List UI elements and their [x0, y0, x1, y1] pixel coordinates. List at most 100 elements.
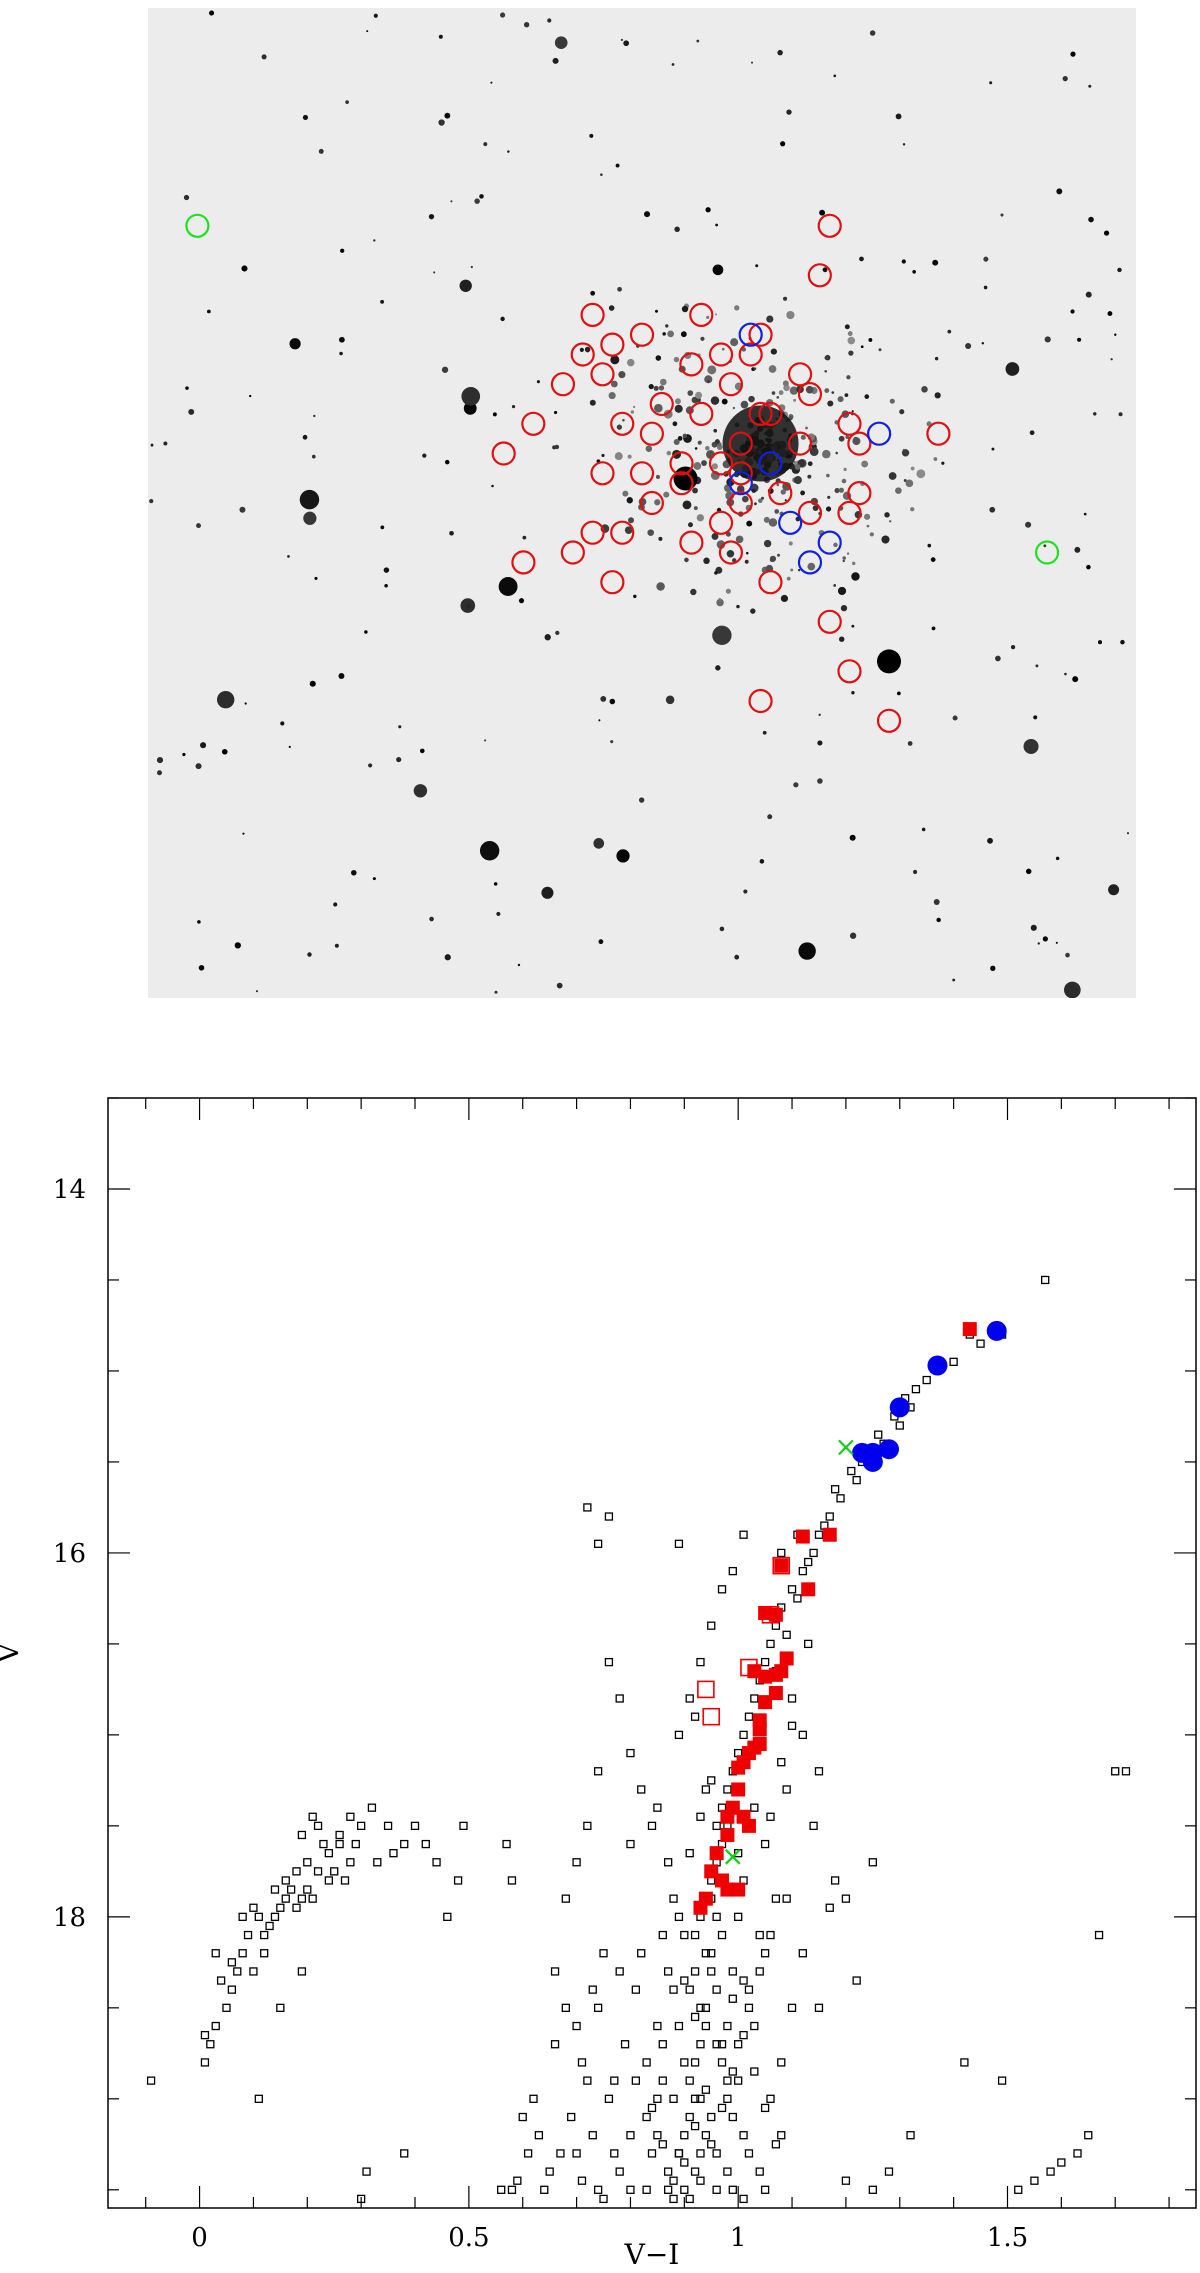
red-circle-marker [847, 481, 872, 506]
red-member-point [962, 1322, 977, 1337]
star [746, 520, 753, 527]
cmd-star-point [233, 1967, 242, 1976]
cluster-star [835, 451, 838, 455]
cmd-star-point [615, 1967, 624, 1976]
red-circle-marker [847, 431, 872, 456]
cmd-star-point [674, 1539, 684, 1548]
cmd-star-point [728, 2185, 737, 2194]
star [983, 256, 989, 262]
cluster-star [847, 331, 853, 337]
red-circle-marker [708, 451, 734, 476]
star [798, 942, 816, 960]
cmd-star-point [216, 1976, 226, 1985]
cmd-star-point [685, 1694, 694, 1703]
star [302, 434, 308, 440]
cmd-star-point [744, 2149, 754, 2158]
star [311, 454, 316, 459]
star [952, 978, 956, 982]
blue-member-point [862, 1451, 883, 1472]
star [584, 346, 591, 353]
star [705, 207, 711, 213]
star [518, 598, 525, 604]
cluster-star [851, 410, 854, 413]
cluster-star [751, 488, 756, 493]
cluster-star [663, 491, 670, 498]
cmd-star-point [669, 1985, 678, 1994]
star [303, 511, 317, 525]
star [859, 256, 864, 262]
cluster-star [693, 462, 702, 470]
cluster-star [921, 385, 928, 393]
star [912, 269, 917, 274]
red-circle-marker [797, 500, 823, 525]
cmd-star-point [997, 2076, 1007, 2085]
star [1097, 640, 1103, 645]
cmd-star-point [572, 2021, 581, 2031]
cmd-star-point [647, 2149, 657, 2158]
cmd-star-point [583, 1503, 592, 1512]
cmd-star-point [750, 1694, 759, 1703]
cmd-star-point [809, 1548, 818, 1558]
star [902, 143, 906, 146]
red-open-point [697, 1680, 715, 1699]
star [1055, 941, 1058, 944]
star [1120, 639, 1125, 645]
star [921, 827, 926, 832]
star [373, 13, 378, 18]
cluster-star [673, 356, 680, 363]
red-circle-marker [738, 342, 763, 367]
cmd-star-point [254, 1912, 263, 1922]
cmd-star-point [825, 1512, 834, 1521]
red-circle-marker [600, 332, 625, 357]
cmd-star-point [400, 1839, 409, 1849]
cmd-star-point [884, 2167, 894, 2176]
cluster-star [846, 375, 851, 380]
cmd-star-point [685, 2194, 694, 2204]
cluster-star [852, 437, 861, 446]
cmd-star-point [674, 1912, 684, 1922]
cmd-star-point [760, 2185, 770, 2194]
star [149, 498, 154, 504]
star [345, 100, 349, 104]
blue-circle-marker [728, 471, 753, 496]
green-cross-point [838, 1439, 854, 1456]
star [338, 672, 345, 679]
star [932, 259, 939, 266]
cmd-star-point [265, 1921, 274, 1931]
cmd-star-point [545, 2167, 554, 2176]
red-circle-marker [550, 372, 576, 397]
red-circle-marker [580, 520, 605, 545]
red-circle-marker [718, 540, 744, 565]
star [1064, 672, 1067, 676]
cmd-star-point [572, 1858, 581, 1867]
star [617, 286, 622, 292]
cmd-star-point [804, 1557, 813, 1567]
cmd-star-point [572, 2149, 581, 2158]
cmd-star-point [696, 2094, 705, 2103]
red-member-point [768, 1686, 783, 1701]
sky-image [148, 8, 1136, 999]
star [598, 939, 604, 945]
cmd-star-point [766, 1812, 775, 1821]
cmd-star-point [685, 1985, 694, 1994]
star [313, 414, 316, 418]
cmd-star-point [297, 1894, 307, 1903]
cmd-star-point [717, 2040, 727, 2049]
star [1107, 311, 1113, 317]
cmd-star-point [550, 2040, 560, 2049]
star [638, 797, 645, 803]
red-circle-marker [787, 362, 813, 387]
cmd-star-point [513, 2176, 522, 2185]
cmd-star-point [642, 2058, 651, 2067]
cmd-star-point [701, 2085, 711, 2094]
star [239, 506, 246, 513]
red-member-point [758, 1669, 773, 1684]
cluster-star [675, 398, 681, 405]
cmd-star-point [734, 1849, 743, 1858]
star [380, 299, 385, 304]
cmd-star-point [739, 2131, 748, 2140]
star [1110, 358, 1113, 361]
star [1005, 362, 1020, 376]
cmd-star-point [400, 2149, 409, 2158]
star [941, 461, 945, 465]
